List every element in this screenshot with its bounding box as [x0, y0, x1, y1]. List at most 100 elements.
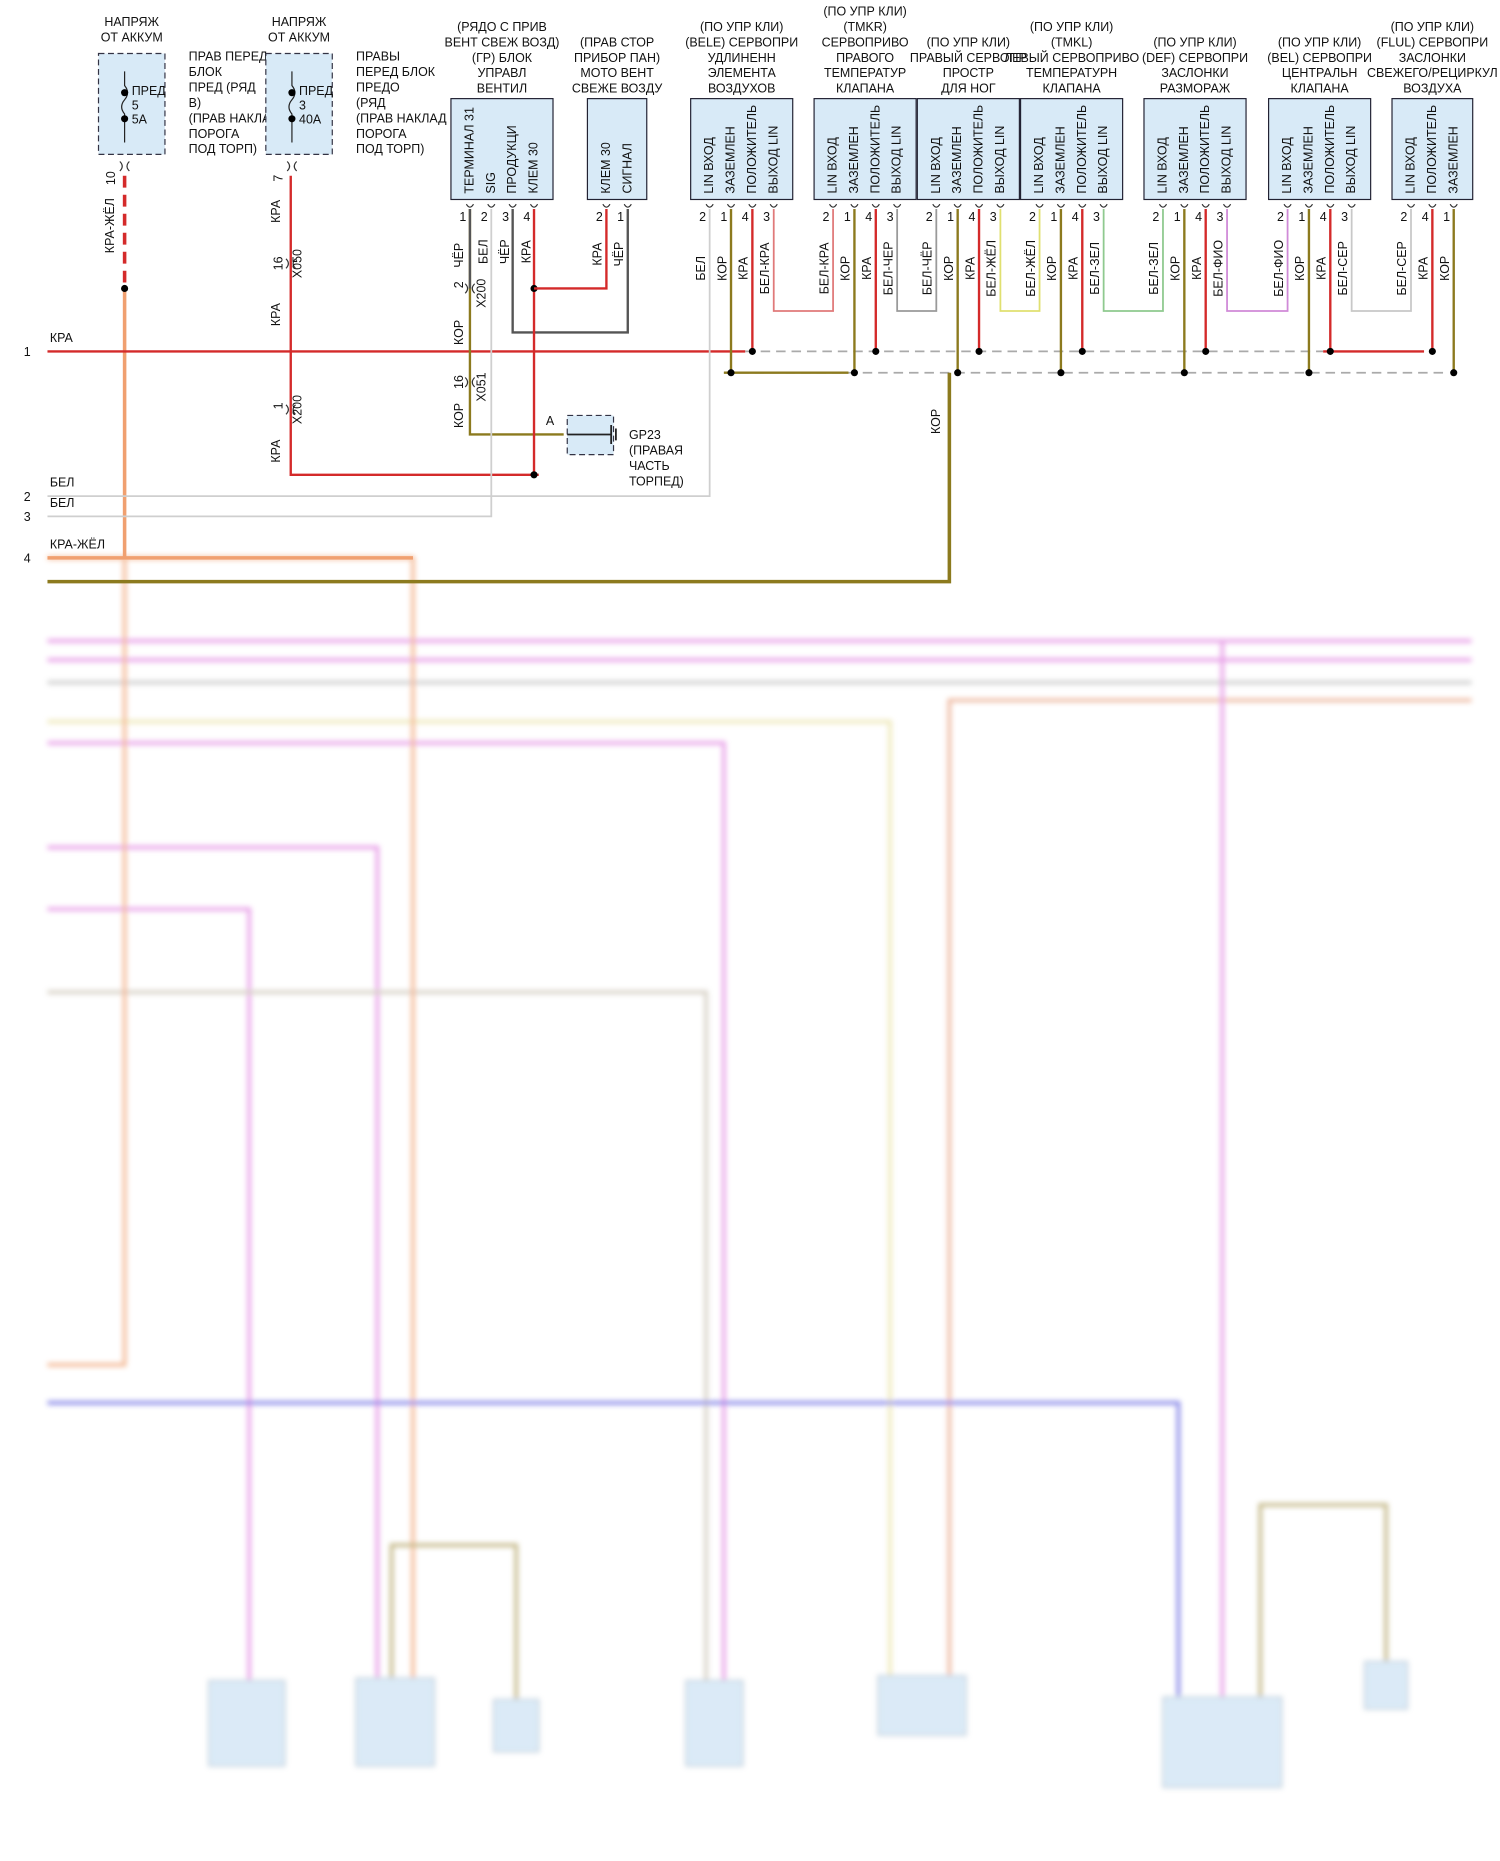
pin-symbol — [748, 203, 757, 208]
component-title: ТЕМПЕРАТУР — [824, 66, 906, 80]
component-title: КЛАПАНА — [1043, 82, 1102, 96]
fuse-box — [97, 52, 166, 155]
pin-label: ВЫХОД LIN — [890, 126, 904, 194]
fuse-label: 5 — [132, 98, 139, 112]
pin-label: LIN ВХОД — [929, 137, 943, 194]
wire-label: КРА — [1190, 256, 1204, 280]
junction — [872, 347, 880, 355]
pin-symbol — [1056, 203, 1065, 208]
pin-number: 3 — [1093, 210, 1100, 224]
junction — [121, 115, 129, 123]
pin-number: 16 — [271, 256, 285, 270]
component-title: (ПО УПР КЛИ) — [1391, 20, 1474, 34]
wire — [511, 208, 629, 334]
wire-label: БЕЛ-ЧЁР — [921, 241, 935, 295]
pin-number: 2 — [1277, 210, 1284, 224]
component-title: (РЯДО С ПРИВ — [457, 20, 547, 34]
pin-symbol — [850, 203, 859, 208]
pin-number: 1 — [1298, 210, 1305, 224]
wire — [1226, 208, 1289, 312]
pin-label: КЛЕМ 30 — [527, 142, 541, 193]
component-title: (ПО УПР КЛИ) — [1153, 35, 1236, 49]
wire-label: БЕЛ — [694, 256, 708, 281]
fuse-title: НАПРЯЖ — [272, 15, 327, 29]
fuse-location: БЛОК — [189, 65, 223, 79]
fuse-location: ПОРОГА — [189, 127, 240, 141]
connector-symbol — [286, 161, 298, 172]
pin-symbol — [1449, 203, 1458, 208]
fuse-label: 3 — [299, 98, 306, 112]
junction — [288, 89, 296, 97]
wire-label: КРА — [737, 256, 751, 280]
wire-label: ЧЁР — [498, 239, 512, 264]
pin-label: ВЫХОД LIN — [1344, 126, 1358, 194]
pin-number: 2 — [481, 210, 488, 224]
connector-name: X050 — [290, 249, 304, 278]
fuse-location: ПОРОГА — [356, 127, 407, 141]
fuse-label: 5А — [132, 113, 148, 127]
junction — [1305, 369, 1313, 377]
blurred-lower-section — [47, 556, 1472, 1788]
component-title: КЛАПАНА — [1291, 82, 1350, 96]
pin-symbol — [602, 203, 611, 208]
component-title: ПРИБОР ПАН) — [574, 51, 660, 65]
wire-label: КРА — [1067, 256, 1081, 280]
component-box — [1019, 98, 1124, 201]
connector-symbol — [285, 404, 296, 415]
pin-label: ВЫХОД LIN — [993, 126, 1007, 194]
ground-label: ЧАСТЬ — [629, 459, 670, 473]
wire-label: ЧЁР — [452, 243, 466, 268]
wire-label: БЕЛ-ЖЁЛ — [985, 240, 999, 297]
pin-number: 2 — [926, 210, 933, 224]
pin-number: 2 — [1152, 210, 1159, 224]
connector-symbol — [119, 161, 130, 172]
ground-label: ТОРПЕД) — [629, 474, 684, 488]
pin-symbol — [893, 203, 902, 208]
junction — [1450, 369, 1458, 377]
wire-label: КОР — [929, 409, 943, 434]
pin-number: 3 — [502, 210, 509, 224]
pin-number: 16 — [452, 375, 466, 389]
pin-symbol — [953, 203, 962, 208]
wire-label: БЕЛ — [50, 476, 75, 490]
pin-number: 1 — [271, 402, 285, 409]
component-title: ВЕНТИЛ — [477, 82, 527, 96]
component-title: ЦЕНТРАЛЬН — [1282, 66, 1358, 80]
pin-number: 2 — [699, 210, 706, 224]
component-box — [586, 98, 648, 201]
component-title: ЗАСЛОНКИ — [1161, 66, 1228, 80]
component-title: КЛАПАНА — [836, 82, 895, 96]
pin-label: СИГНАЛ — [620, 143, 634, 193]
wire-label: КРА — [269, 439, 283, 463]
pin-label: ПОЛОЖИТЕЛЬ — [745, 105, 759, 194]
pin-number: 3 — [1216, 210, 1223, 224]
wire-label: БЕЛ-ЧЕР — [881, 241, 895, 295]
wire — [772, 208, 834, 312]
wire-label: БЕЛ-КРА — [758, 242, 772, 295]
pin-symbol — [1428, 203, 1437, 208]
component-title: ЭЛЕМЕНТА — [708, 66, 777, 80]
junction — [1428, 347, 1436, 355]
component-title: МОТО ВЕНТ — [580, 66, 654, 80]
junction — [121, 89, 129, 97]
component-title: ВОЗДУХОВ — [708, 82, 775, 96]
wire-label: КОР — [452, 320, 466, 345]
fuse-label: 40А — [299, 113, 322, 127]
component-title: ДЛЯ НОГ — [941, 82, 996, 96]
junction — [1078, 347, 1086, 355]
component-box — [690, 98, 794, 201]
pin-symbol — [1406, 203, 1416, 208]
wire — [289, 175, 539, 476]
wire-label: КРА — [1315, 256, 1329, 280]
pin-symbol — [1078, 203, 1087, 208]
pin-symbol — [996, 203, 1005, 208]
pin-number: 4 — [968, 210, 975, 224]
fuse-label: ПРЕД — [132, 84, 167, 98]
pin-symbol — [1222, 203, 1232, 208]
pin-number: 2 — [822, 210, 829, 224]
connector-name: X200 — [474, 279, 488, 308]
fuse-location: ПРЕД (РЯД — [189, 80, 257, 94]
pin-symbol — [1326, 203, 1335, 208]
pin-number: 4 — [742, 210, 749, 224]
pin-label: ПОЛОЖИТЕЛЬ — [972, 105, 986, 194]
